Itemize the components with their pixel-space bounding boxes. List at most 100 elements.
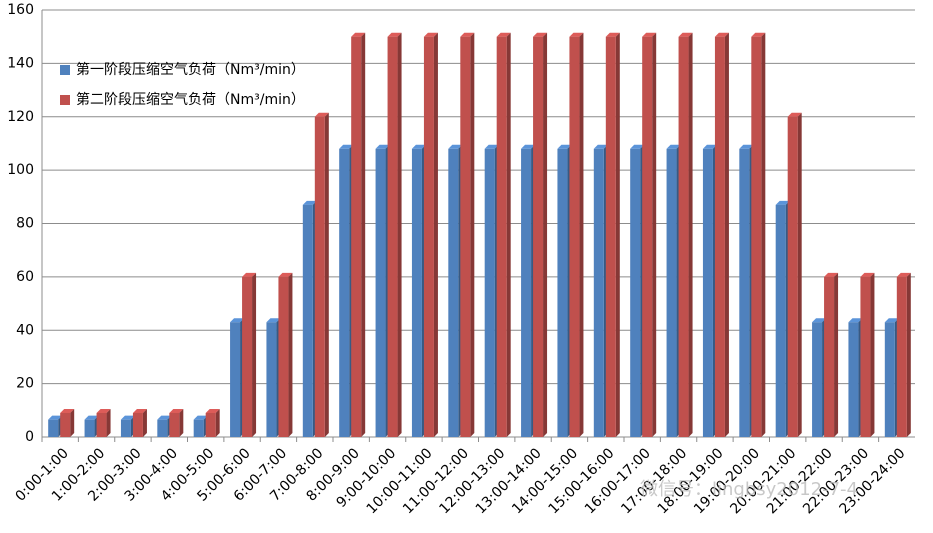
y-tick-label: 60 bbox=[16, 269, 34, 285]
bar-top bbox=[230, 318, 245, 323]
bar-top bbox=[314, 112, 329, 117]
bar bbox=[812, 322, 823, 437]
bar bbox=[120, 419, 131, 437]
bar-top bbox=[387, 32, 402, 37]
bar bbox=[884, 322, 895, 437]
bar-top bbox=[157, 415, 172, 420]
bar-top bbox=[860, 272, 875, 277]
bar-top bbox=[460, 32, 475, 37]
bar bbox=[302, 204, 313, 437]
bar bbox=[314, 116, 325, 437]
bar bbox=[375, 148, 386, 437]
bar bbox=[339, 148, 350, 437]
bar-top bbox=[569, 32, 584, 37]
bar-top bbox=[375, 144, 390, 149]
bar-top bbox=[193, 415, 208, 420]
bar bbox=[169, 412, 180, 437]
legend-label: 第二阶段压缩空气负荷（Nm³/min） bbox=[76, 91, 305, 108]
bar bbox=[848, 322, 859, 437]
bar bbox=[48, 419, 59, 437]
bar-top bbox=[678, 32, 693, 37]
bar bbox=[496, 36, 507, 437]
bar bbox=[593, 148, 604, 437]
y-tick-label: 100 bbox=[7, 162, 34, 178]
bar bbox=[678, 36, 689, 437]
bar bbox=[714, 36, 725, 437]
bar bbox=[411, 148, 422, 437]
bar-top bbox=[205, 408, 220, 413]
bar bbox=[157, 419, 168, 437]
bar bbox=[824, 276, 835, 437]
bar-top bbox=[666, 144, 681, 149]
y-tick-label: 80 bbox=[16, 216, 34, 232]
bar-top bbox=[751, 32, 766, 37]
bar bbox=[896, 276, 907, 437]
bar bbox=[60, 412, 71, 437]
bar-side bbox=[288, 272, 293, 437]
bar-top bbox=[132, 408, 147, 413]
bar bbox=[569, 36, 580, 437]
bar bbox=[605, 36, 616, 437]
bar-side bbox=[470, 32, 475, 437]
bar-top bbox=[593, 144, 608, 149]
bar-side bbox=[688, 32, 693, 437]
bar-side bbox=[761, 32, 766, 437]
bar-side bbox=[724, 32, 729, 437]
bar bbox=[751, 36, 762, 437]
bar-top bbox=[605, 32, 620, 37]
y-tick-label: 40 bbox=[16, 322, 34, 338]
bar bbox=[448, 148, 459, 437]
bar bbox=[557, 148, 568, 437]
bar-side bbox=[543, 32, 548, 437]
bar bbox=[242, 276, 253, 437]
bar-top bbox=[824, 272, 839, 277]
bar-top bbox=[787, 112, 802, 117]
bar bbox=[630, 148, 641, 437]
bar bbox=[702, 148, 713, 437]
bar-top bbox=[266, 318, 281, 323]
bar-top bbox=[533, 32, 548, 37]
bar-side bbox=[579, 32, 584, 437]
bar bbox=[266, 322, 277, 437]
bar bbox=[193, 419, 204, 437]
y-tick-label: 0 bbox=[25, 429, 34, 445]
y-tick-label: 140 bbox=[7, 55, 34, 71]
bar-side bbox=[433, 32, 438, 437]
bar-top bbox=[169, 408, 184, 413]
bar-top bbox=[120, 415, 135, 420]
bar bbox=[739, 148, 750, 437]
bar bbox=[521, 148, 532, 437]
bar bbox=[132, 412, 143, 437]
bar-top bbox=[448, 144, 463, 149]
bar bbox=[460, 36, 471, 437]
legend-label: 第一阶段压缩空气负荷（Nm³/min） bbox=[76, 61, 305, 78]
bar-top bbox=[775, 200, 790, 205]
bar bbox=[387, 36, 398, 437]
bar-side bbox=[361, 32, 366, 437]
bar-top bbox=[423, 32, 438, 37]
bar-side bbox=[834, 272, 839, 437]
bar-side bbox=[106, 408, 111, 437]
bar-top bbox=[351, 32, 366, 37]
bar bbox=[484, 148, 495, 437]
bar bbox=[205, 412, 216, 437]
bar-side bbox=[215, 408, 220, 437]
bar bbox=[642, 36, 653, 437]
bar-top bbox=[48, 415, 63, 420]
bar bbox=[84, 419, 95, 437]
bar-top bbox=[411, 144, 426, 149]
bar-side bbox=[870, 272, 875, 437]
bar bbox=[351, 36, 362, 437]
bar-side bbox=[142, 408, 147, 437]
bar bbox=[96, 412, 107, 437]
bar bbox=[278, 276, 289, 437]
legend-swatch bbox=[60, 95, 70, 105]
bar bbox=[230, 322, 241, 437]
bar-side bbox=[70, 408, 75, 437]
legend-swatch bbox=[60, 65, 70, 75]
watermark: 微信号：lingbsy2012-7-4 bbox=[640, 479, 858, 500]
bar-side bbox=[397, 32, 402, 437]
bar-side bbox=[252, 272, 257, 437]
bar-side bbox=[797, 112, 802, 437]
y-tick-label: 120 bbox=[7, 109, 34, 125]
